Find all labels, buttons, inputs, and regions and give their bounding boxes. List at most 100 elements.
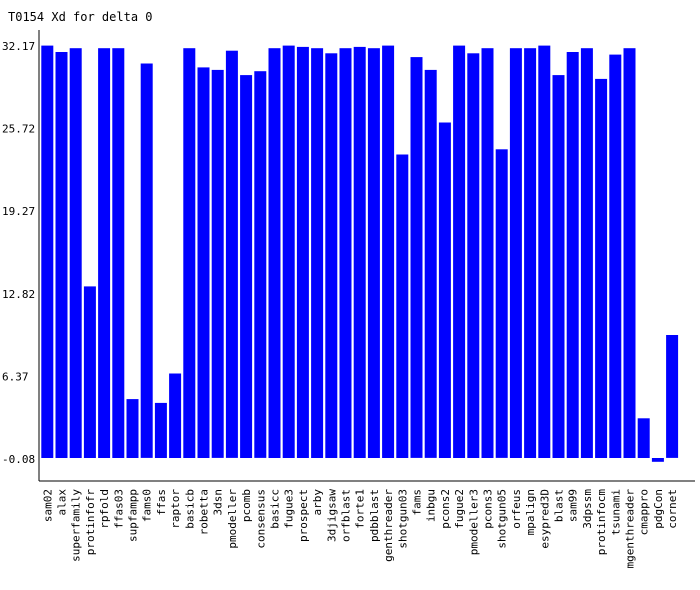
bar-basicc	[268, 48, 281, 458]
bar-orfeus	[509, 48, 522, 458]
bar-mgenthreader	[623, 48, 636, 458]
x-tick-label: rpfold	[98, 489, 111, 529]
bar-shotgun03	[396, 154, 409, 458]
bar-shotgun05	[495, 149, 508, 458]
x-tick-label: pcons2	[439, 489, 452, 529]
bar-cmappro	[637, 418, 650, 458]
bar-cornet	[666, 335, 679, 458]
x-tick-label: mgenthreader	[624, 489, 637, 569]
bar-protinfocm	[595, 78, 608, 459]
y-tick-label: 6.37	[2, 370, 29, 383]
x-tick-label: sam99	[567, 489, 580, 522]
x-tick-label: shotgun05	[496, 489, 509, 549]
bar-3djigsaw	[325, 53, 338, 459]
x-tick-label: pmodeller	[226, 489, 239, 549]
x-tick-label: sam02	[41, 489, 54, 522]
x-tick-label: pdbblast	[368, 489, 381, 542]
bar-supfampp	[126, 399, 139, 458]
axes	[38, 30, 695, 482]
bar-ffas03	[112, 48, 125, 458]
x-tick-label: protinfofr	[84, 489, 97, 556]
x-tick-label: pcomb	[240, 489, 253, 522]
bar-tsunami	[609, 54, 622, 458]
y-tick-label: 19.27	[2, 205, 35, 218]
x-tick-label: prospect	[297, 489, 310, 542]
x-tick-label: tsunami	[609, 489, 622, 535]
x-tick-label: mpalign	[524, 489, 537, 535]
x-tick-label: fugue2	[453, 489, 466, 529]
y-tick-label: -0.08	[2, 453, 35, 466]
x-tick-label: 3dpssm	[581, 489, 594, 529]
x-tick-label: 3dsn	[212, 489, 225, 516]
x-tick-label: ffas03	[112, 489, 125, 529]
bars	[41, 45, 679, 462]
bar-fams0	[140, 63, 153, 458]
y-axis-ticks: 32.17 25.72 19.27 12.82 6.37 -0.08	[2, 40, 35, 466]
x-tick-label: cmappro	[638, 489, 651, 535]
x-tick-label: basicb	[183, 489, 196, 529]
bar-fugue2	[453, 45, 466, 458]
bar-fams	[410, 57, 423, 458]
x-tick-label: blast	[553, 489, 566, 522]
bar-3dsn	[211, 69, 224, 458]
x-tick-label: cornet	[666, 489, 679, 529]
bar-3dpssm	[580, 48, 593, 458]
bar-ffas	[154, 402, 167, 458]
x-tick-label: pdgCon	[652, 489, 665, 529]
bar-orfblast	[339, 48, 352, 458]
x-tick-label: inbgu	[425, 489, 438, 522]
bar-basicb	[183, 48, 196, 458]
bar-pmodeller	[225, 50, 238, 458]
x-axis-labels: sam02 alax superfamily protinfofr rpfold ffas…	[41, 489, 679, 569]
bar-pmodeller3	[467, 53, 480, 459]
bar-rpfold	[98, 48, 111, 458]
x-tick-label: fams	[411, 489, 424, 516]
x-tick-label: genthreader	[382, 489, 395, 562]
x-tick-label: forte1	[354, 489, 367, 529]
bar-superfamily	[69, 48, 82, 458]
bar-consensus	[254, 71, 267, 458]
bar-pcons2	[438, 122, 451, 458]
bar-blast	[552, 75, 565, 458]
x-tick-label: pmodeller3	[467, 489, 480, 555]
bar-pdbblast	[367, 48, 380, 458]
x-tick-label: robetta	[198, 489, 211, 535]
bar-raptor	[169, 373, 182, 458]
y-tick-label: 12.82	[2, 288, 35, 301]
x-tick-label: basicc	[269, 489, 282, 529]
x-tick-label: ffas	[155, 489, 168, 516]
x-tick-label: pcons3	[482, 489, 495, 529]
bar-robetta	[197, 67, 210, 459]
bar-prospect	[296, 46, 309, 459]
bar-pcomb	[240, 75, 253, 458]
x-tick-label: 3djigsaw	[325, 489, 338, 542]
x-tick-label: esypred3D	[538, 489, 551, 549]
chart-title: T0154 Xd for delta 0	[8, 10, 153, 24]
x-tick-label: orfblast	[340, 489, 353, 542]
x-tick-label: consensus	[254, 489, 267, 549]
bar-genthreader	[382, 45, 395, 458]
bar-sam99	[566, 52, 579, 458]
bar-protinfofr	[83, 286, 96, 458]
x-tick-label: protinfocm	[595, 489, 608, 556]
x-tick-label: orfeus	[510, 489, 523, 529]
bar-arby	[311, 48, 324, 458]
bar-pcons3	[481, 48, 494, 458]
x-tick-label: supfampp	[127, 489, 140, 542]
bar-sam02	[41, 45, 54, 458]
x-tick-label: shotgun03	[396, 489, 409, 549]
bar-alax	[55, 52, 68, 458]
x-tick-label: alax	[56, 489, 69, 516]
x-tick-label: superfamily	[70, 489, 83, 562]
bar-fugue3	[282, 45, 295, 458]
x-tick-label: raptor	[169, 489, 182, 529]
y-tick-label: 25.72	[2, 123, 35, 136]
bar-inbgu	[424, 69, 437, 458]
bar-forte1	[353, 46, 366, 459]
bar-esypred3D	[538, 45, 551, 458]
x-tick-label: arby	[311, 489, 324, 516]
y-tick-label: 32.17	[2, 40, 35, 53]
bar-mpalign	[524, 48, 537, 458]
x-tick-label: fugue3	[283, 489, 296, 529]
